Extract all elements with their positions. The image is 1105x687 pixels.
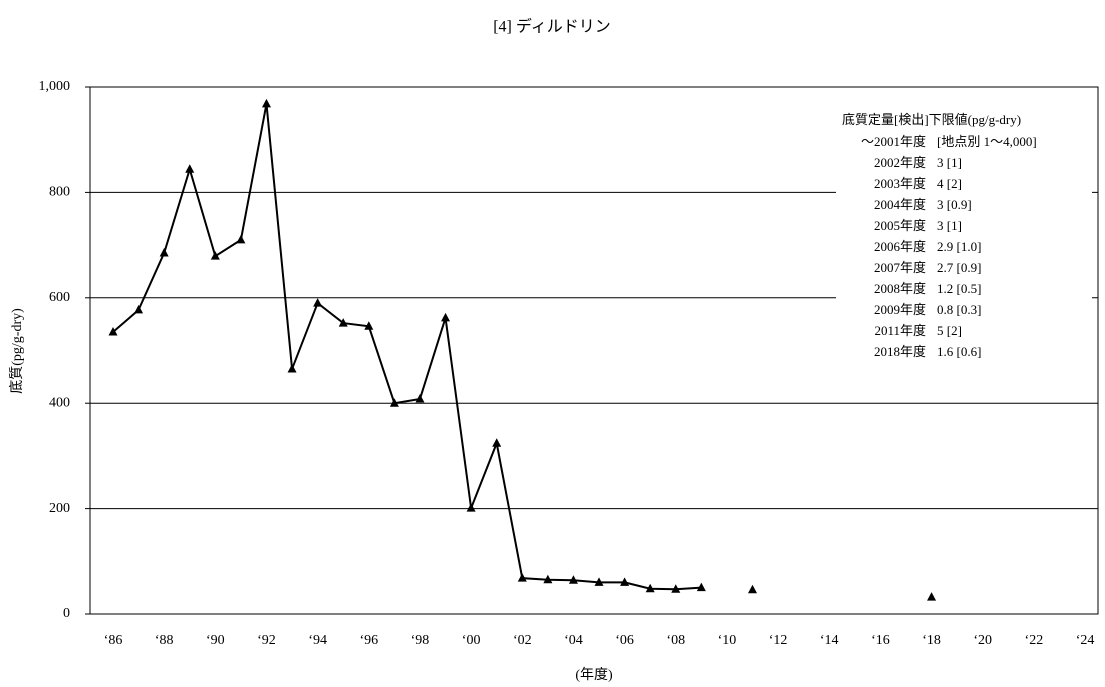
annotation-year: 2006年度 [874, 239, 926, 254]
y-axis-label: 底質(pg/g-dry) [9, 308, 25, 394]
annotation-year: 2004年度 [874, 197, 926, 212]
x-tick-label: ‘92 [257, 633, 276, 648]
annotation-year: 2009年度 [874, 302, 926, 317]
annotation-year: 2008年度 [874, 281, 926, 296]
data-point [696, 582, 706, 592]
chart-title: [4] ディルドリン [493, 17, 611, 36]
annotation-title: 底質定量[検出]下限値(pg/g-dry) [842, 112, 1021, 127]
x-tick-label: ‘96 [359, 633, 378, 648]
x-tick-label: ‘16 [871, 633, 890, 648]
data-point [261, 98, 271, 108]
data-point [389, 398, 399, 407]
plot-frame [89, 86, 1099, 615]
x-tick-label: ‘22 [1025, 633, 1044, 648]
data-point [287, 363, 297, 373]
y-tick-label: 800 [49, 185, 70, 200]
annotation-year: 2018年度 [874, 344, 926, 359]
annotation-value: [地点別 1～4,000] [937, 134, 1037, 149]
annotation-value: 3 [1] [937, 218, 962, 233]
x-tick-label: ‘94 [308, 633, 327, 648]
x-tick-label: ‘00 [462, 633, 481, 648]
annotation: 底質定量[検出]下限値(pg/g-dry) ～2001年度 [地点別 1～4,000… [836, 108, 1092, 376]
data-point [415, 393, 425, 403]
x-tick-label: ‘12 [769, 633, 788, 648]
data-point [159, 248, 169, 257]
annotation-value: 5 [2] [937, 323, 962, 338]
x-tick-label: ‘04 [564, 633, 583, 648]
data-line [113, 104, 932, 597]
x-tick-label: ‘10 [718, 633, 737, 648]
annotation-value: 2.7 [0.9] [937, 260, 981, 275]
annotation-value: 1.6 [0.6] [937, 344, 981, 359]
annotation-year: 2003年度 [874, 176, 926, 191]
y-tick-label: 0 [63, 606, 70, 621]
data-point [645, 583, 655, 593]
data-point [364, 321, 374, 330]
data-point [185, 164, 195, 173]
x-tick-label: ‘20 [973, 633, 992, 648]
x-tick-label: ‘86 [104, 633, 123, 648]
data-point [492, 438, 502, 447]
data-point [108, 327, 118, 336]
x-axis-label: (年度) [575, 667, 613, 683]
data-point [517, 573, 527, 582]
annotation-value: 3 [1] [937, 155, 962, 170]
x-tick-label: ‘18 [922, 633, 941, 648]
x-tick-label: ‘88 [155, 633, 174, 648]
annotation-value: 1.2 [0.5] [937, 281, 981, 296]
x-tick-label: ‘90 [206, 633, 225, 648]
x-tick-label: ‘98 [411, 633, 430, 648]
y-tick-label: 600 [49, 290, 70, 305]
data-point [210, 251, 220, 260]
annotation-value: 3 [0.9] [937, 197, 972, 212]
x-tick-label: ‘24 [1076, 633, 1095, 648]
data-point [927, 592, 937, 601]
data-point [568, 575, 578, 584]
data-point [313, 298, 323, 307]
y-tick-label: 1,000 [39, 79, 71, 94]
data-point [236, 234, 246, 244]
annotation-year: 2005年度 [874, 218, 926, 233]
x-tick-label: ‘14 [820, 633, 839, 648]
data-point [620, 577, 630, 586]
data-point [134, 304, 144, 314]
annotation-value: 2.9 [1.0] [937, 239, 981, 254]
x-tick-label: ‘02 [513, 633, 532, 648]
annotation-value: 0.8 [0.3] [937, 302, 981, 317]
data-point [466, 503, 476, 512]
annotation-year: ～2001年度 [861, 134, 926, 149]
data-point [543, 574, 553, 584]
data-point [671, 584, 681, 593]
data-point [748, 584, 757, 594]
data-point [594, 577, 604, 586]
data-point [338, 318, 348, 327]
annotation-box [836, 108, 1092, 376]
y-tick-label: 200 [49, 501, 70, 516]
annotation-year: 2011年度 [874, 323, 926, 338]
annotation-value: 4 [2] [937, 176, 962, 191]
annotation-year: 2007年度 [874, 260, 926, 275]
y-tick-label: 400 [49, 395, 70, 410]
x-tick-label: ‘08 [666, 633, 685, 648]
x-tick-label: ‘06 [615, 633, 634, 648]
data-point [441, 312, 451, 322]
annotation-year: 2002年度 [874, 155, 926, 170]
